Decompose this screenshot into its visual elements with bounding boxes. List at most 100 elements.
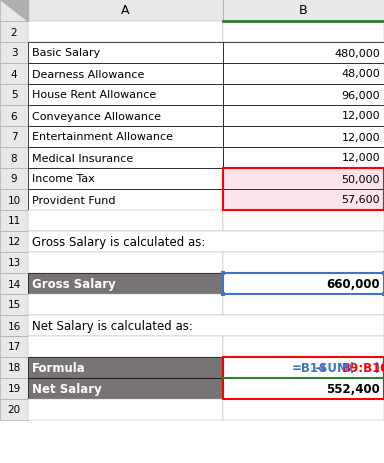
Text: 7: 7 [11, 132, 17, 142]
Text: 15: 15 [7, 300, 21, 310]
Bar [223, 357, 384, 399]
Text: 13: 13 [7, 258, 21, 268]
Bar [223, 189, 384, 211]
Bar [28, 357, 223, 378]
Bar [223, 85, 384, 106]
Bar [0, 252, 28, 274]
Text: 5: 5 [11, 90, 17, 100]
Text: 11: 11 [7, 216, 21, 226]
Text: 12: 12 [7, 237, 21, 247]
Text: 12,000: 12,000 [341, 132, 380, 142]
Bar [0, 211, 28, 232]
Bar [28, 252, 223, 274]
Bar [28, 127, 223, 148]
Bar [0, 43, 28, 64]
Bar [28, 0, 223, 22]
Bar [0, 148, 28, 169]
Text: 50,000: 50,000 [341, 174, 380, 184]
Text: Dearness Allowance: Dearness Allowance [32, 69, 144, 79]
Text: Net Salary is calculated as:: Net Salary is calculated as: [32, 319, 193, 332]
Bar [0, 0, 28, 22]
Text: 17: 17 [7, 342, 21, 352]
Text: Basic Salary: Basic Salary [32, 49, 100, 58]
Bar [28, 85, 223, 106]
Text: 14: 14 [7, 279, 21, 289]
Text: Gross Salary: Gross Salary [32, 277, 116, 290]
Bar [223, 64, 384, 85]
Bar [221, 271, 225, 275]
Bar [223, 336, 384, 357]
Text: 18: 18 [7, 363, 21, 373]
Bar [0, 294, 28, 315]
Text: Conveyance Allowance: Conveyance Allowance [32, 111, 161, 121]
Text: 20: 20 [7, 405, 21, 414]
Bar [0, 106, 28, 127]
Bar [28, 64, 223, 85]
Bar [0, 22, 28, 43]
Bar [0, 232, 28, 252]
Text: 4: 4 [11, 69, 17, 79]
Polygon shape [0, 0, 28, 22]
Text: Provident Fund: Provident Fund [32, 195, 116, 205]
Bar [223, 357, 384, 378]
Bar [28, 399, 223, 420]
Bar [28, 336, 223, 357]
Bar [28, 315, 384, 336]
Text: 660,000: 660,000 [326, 277, 380, 290]
Text: Formula: Formula [32, 361, 86, 374]
Text: House Rent Allowance: House Rent Allowance [32, 90, 156, 100]
Bar [0, 336, 28, 357]
Text: 10: 10 [7, 195, 21, 205]
Text: 2: 2 [11, 27, 17, 38]
Text: =B14: =B14 [292, 361, 327, 374]
Bar [223, 169, 384, 211]
Bar [221, 292, 225, 296]
Text: Income Tax: Income Tax [32, 174, 95, 184]
Bar [28, 169, 223, 189]
Bar [28, 378, 223, 399]
Bar [223, 399, 384, 420]
Bar [223, 252, 384, 274]
Bar [223, 169, 384, 189]
Bar [0, 357, 28, 378]
Bar [28, 189, 223, 211]
Bar [0, 64, 28, 85]
Bar [223, 106, 384, 127]
Bar [382, 292, 384, 296]
Bar [28, 294, 223, 315]
Text: -SUM(: -SUM( [314, 361, 354, 374]
Bar [28, 274, 223, 294]
Text: 12,000: 12,000 [341, 111, 380, 121]
Text: ): ) [374, 361, 380, 374]
Bar [28, 22, 223, 43]
Text: 96,000: 96,000 [341, 90, 380, 100]
Bar [28, 106, 223, 127]
Text: B9:B10: B9:B10 [341, 361, 384, 374]
Bar [223, 148, 384, 169]
Text: Net Salary: Net Salary [32, 382, 102, 395]
Bar [28, 43, 223, 64]
Bar [28, 211, 223, 232]
Text: 480,000: 480,000 [334, 49, 380, 58]
Bar [223, 127, 384, 148]
Bar [382, 271, 384, 275]
Bar [223, 43, 384, 64]
Text: 9: 9 [11, 174, 17, 184]
Text: Medical Insurance: Medical Insurance [32, 153, 133, 163]
Text: 3: 3 [11, 49, 17, 58]
Bar [0, 378, 28, 399]
Bar [223, 274, 384, 294]
Bar [223, 274, 384, 294]
Bar [0, 399, 28, 420]
Bar [223, 22, 384, 43]
Bar [28, 148, 223, 169]
Bar [223, 211, 384, 232]
Bar [0, 85, 28, 106]
Text: 12,000: 12,000 [341, 153, 380, 163]
Text: 552,400: 552,400 [326, 382, 380, 395]
Bar [28, 232, 384, 252]
Text: Gross Salary is calculated as:: Gross Salary is calculated as: [32, 236, 205, 249]
Text: A: A [121, 5, 130, 18]
Text: B: B [299, 5, 308, 18]
Text: 19: 19 [7, 384, 21, 394]
